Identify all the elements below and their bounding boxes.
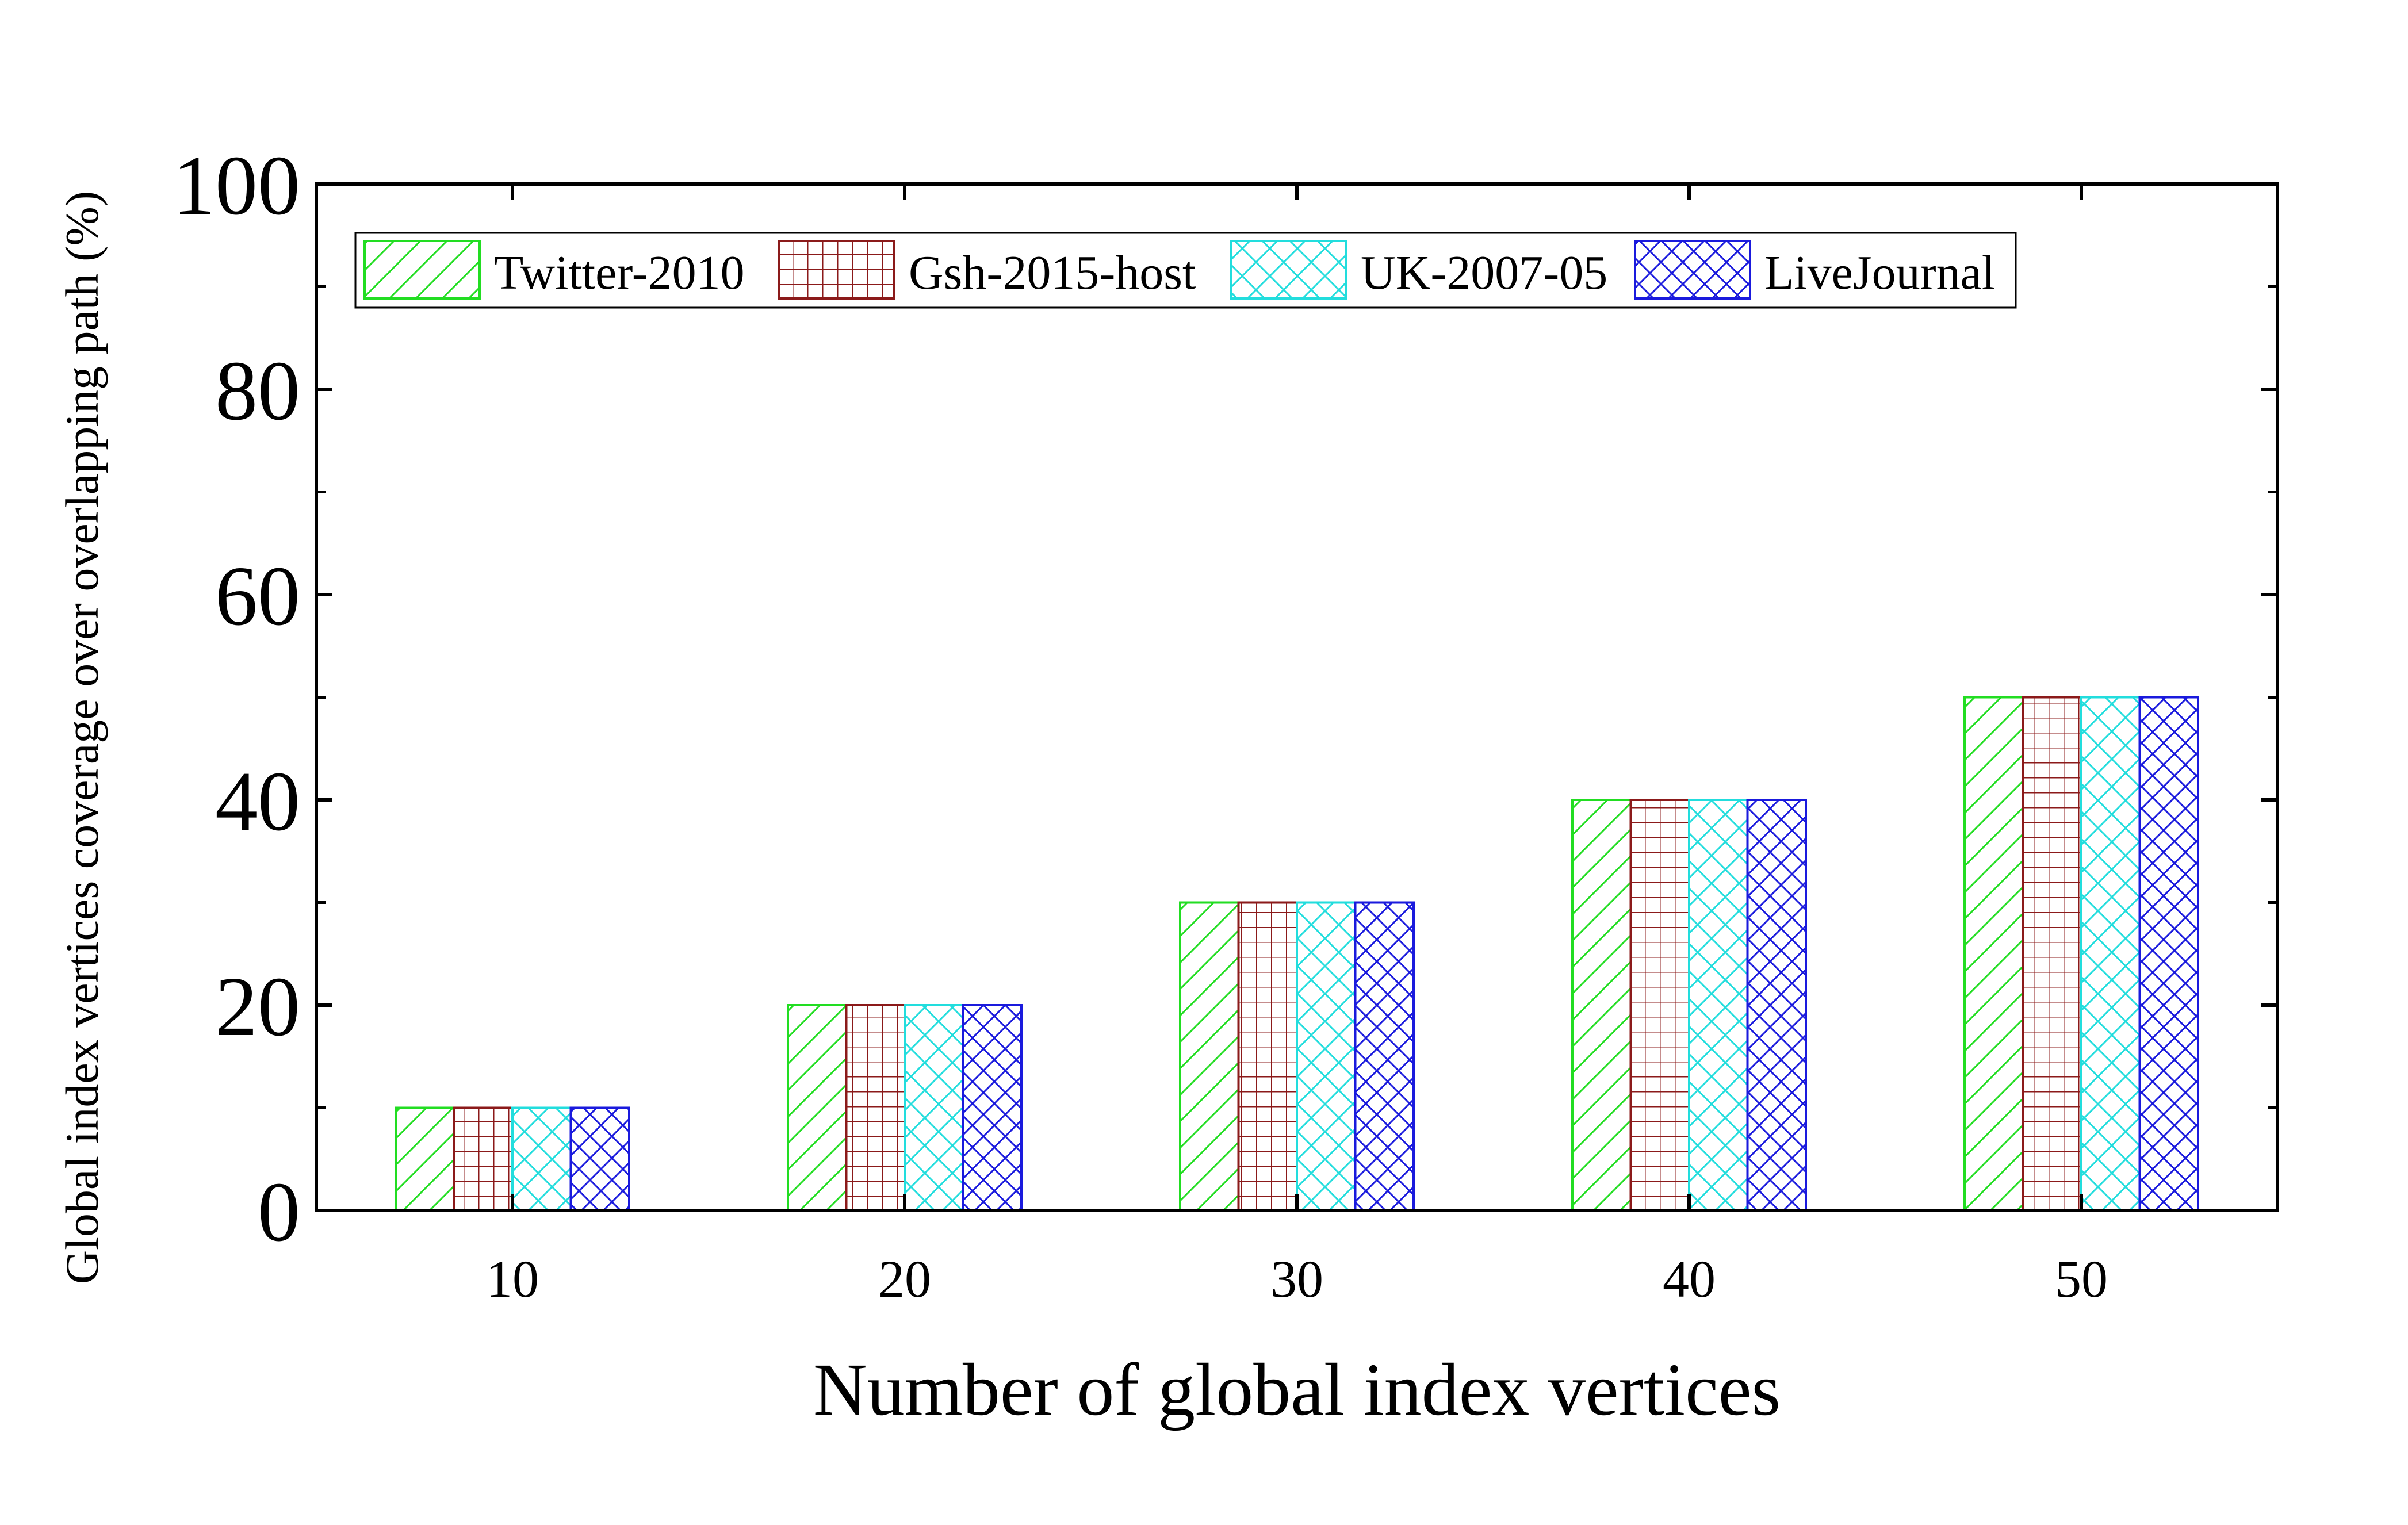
bar-twitter-2010-40 [1571,799,1632,1212]
legend-label-gsh-2015-host: Gsh-2015-host [909,246,1196,300]
bar-uk-2007-05-40 [1688,799,1749,1212]
y-tick-label: 20 [215,960,300,1054]
y-tick-label: 0 [258,1165,300,1259]
y-tick-label: 60 [215,549,300,643]
y-tick-label: 40 [215,754,300,849]
y-tick-label: 100 [173,139,300,233]
bar-livejournal-50 [2138,696,2199,1212]
bar-livejournal-20 [962,1004,1023,1212]
bar-twitter-2010-50 [1963,696,2024,1212]
legend-swatch-gsh-2015-host [778,240,895,300]
legend-label-livejournal: LiveJournal [1764,246,1995,300]
legend: Twitter-2010 Gsh-2015-host UK-2007-05 LiveJ… [354,232,2017,309]
y-tick-label: 80 [215,344,300,438]
bar-twitter-2010-30 [1179,901,1240,1212]
axis-ticks: 0 20 40 60 80 100 10 20 30 40 50 [173,139,2277,1308]
bar-uk-2007-05-30 [1296,901,1357,1212]
bar-livejournal-10 [569,1106,630,1212]
bar-gsh-2015-host-50 [2022,696,2082,1212]
legend-label-uk-2007-05: UK-2007-05 [1361,246,1607,300]
bar-gsh-2015-host-40 [1629,799,1690,1212]
x-tick-label: 30 [1270,1250,1323,1308]
legend-swatch-twitter-2010 [363,240,481,300]
x-tick-label: 40 [1663,1250,1716,1308]
legend-swatch-livejournal [1634,240,1751,300]
bar-twitter-2010-20 [787,1004,848,1212]
bar-uk-2007-05-50 [2080,696,2141,1212]
bar-gsh-2015-host-30 [1237,901,1298,1212]
bar-gsh-2015-host-10 [453,1106,514,1212]
bar-twitter-2010-10 [395,1106,455,1212]
x-axis-label: Number of global index vertices [813,1348,1781,1431]
legend-label-twitter-2010: Twitter-2010 [494,246,745,300]
bar-livejournal-30 [1354,901,1415,1212]
bar-livejournal-40 [1746,799,1807,1212]
x-tick-label: 50 [2055,1250,2108,1308]
x-tick-label: 20 [878,1250,931,1308]
bar-gsh-2015-host-20 [845,1004,906,1212]
bar-uk-2007-05-20 [904,1004,964,1212]
bars-layer [395,696,2199,1212]
x-tick-label: 10 [486,1250,539,1308]
legend-swatch-uk-2007-05 [1230,240,1347,300]
bar-uk-2007-05-10 [511,1106,572,1212]
y-axis-label: Global index vertices coverage over over… [56,191,108,1284]
